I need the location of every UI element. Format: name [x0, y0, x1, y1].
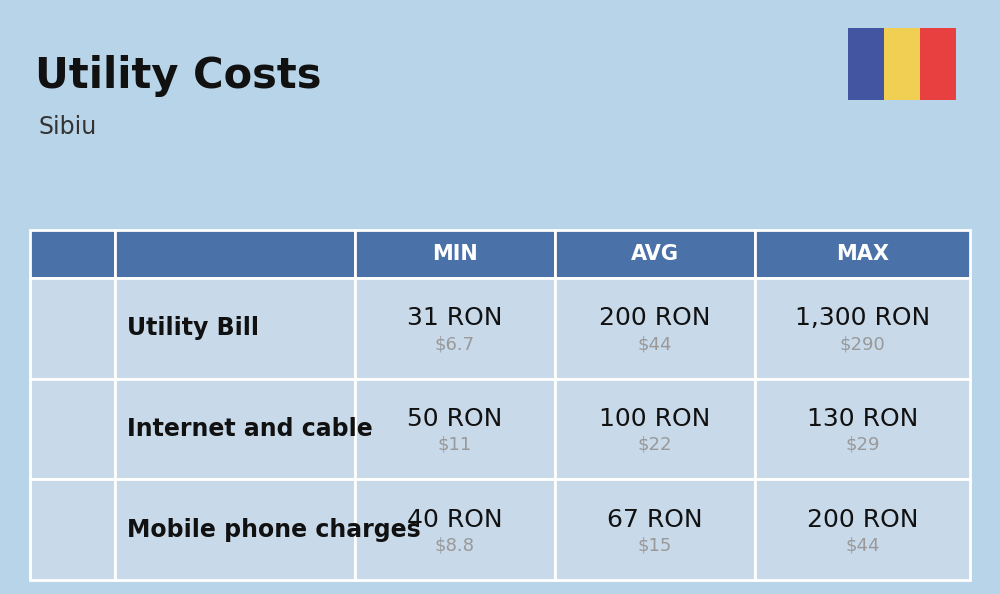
Text: $22: $22 — [638, 436, 672, 454]
Text: $15: $15 — [638, 536, 672, 555]
Bar — [755, 230, 970, 278]
Bar — [755, 479, 970, 580]
Text: $8.8: $8.8 — [435, 536, 475, 555]
Bar — [115, 278, 355, 378]
Text: 200 RON: 200 RON — [599, 307, 711, 330]
Bar — [30, 278, 115, 378]
Text: 40 RON: 40 RON — [407, 508, 503, 532]
Text: 1,300 RON: 1,300 RON — [795, 307, 930, 330]
Bar — [115, 378, 355, 479]
Text: $44: $44 — [845, 536, 880, 555]
Bar — [755, 378, 970, 479]
Text: Internet and cable: Internet and cable — [127, 417, 373, 441]
Bar — [30, 479, 115, 580]
Text: $290: $290 — [840, 336, 885, 353]
Text: MAX: MAX — [836, 244, 889, 264]
Bar — [555, 230, 755, 278]
Text: 50 RON: 50 RON — [407, 407, 503, 431]
Bar — [555, 378, 755, 479]
Bar — [920, 28, 956, 100]
Text: $6.7: $6.7 — [435, 336, 475, 353]
Text: Utility Bill: Utility Bill — [127, 317, 259, 340]
Text: $11: $11 — [438, 436, 472, 454]
Bar — [115, 230, 355, 278]
Text: 200 RON: 200 RON — [807, 508, 918, 532]
Bar — [848, 28, 884, 100]
Text: 67 RON: 67 RON — [607, 508, 703, 532]
Text: Mobile phone charges: Mobile phone charges — [127, 517, 421, 542]
Bar — [555, 479, 755, 580]
Text: 100 RON: 100 RON — [599, 407, 711, 431]
Bar — [355, 479, 555, 580]
Bar — [884, 28, 920, 100]
Text: 130 RON: 130 RON — [807, 407, 918, 431]
Bar — [30, 230, 115, 278]
Text: $29: $29 — [845, 436, 880, 454]
Text: AVG: AVG — [631, 244, 679, 264]
Text: Sibiu: Sibiu — [38, 115, 96, 139]
Text: MIN: MIN — [432, 244, 478, 264]
Bar — [355, 230, 555, 278]
Bar — [115, 479, 355, 580]
Bar — [755, 278, 970, 378]
Text: Utility Costs: Utility Costs — [35, 55, 322, 97]
Bar — [355, 378, 555, 479]
Bar — [355, 278, 555, 378]
Bar — [555, 278, 755, 378]
Bar — [30, 378, 115, 479]
Text: $44: $44 — [638, 336, 672, 353]
Text: 31 RON: 31 RON — [407, 307, 503, 330]
